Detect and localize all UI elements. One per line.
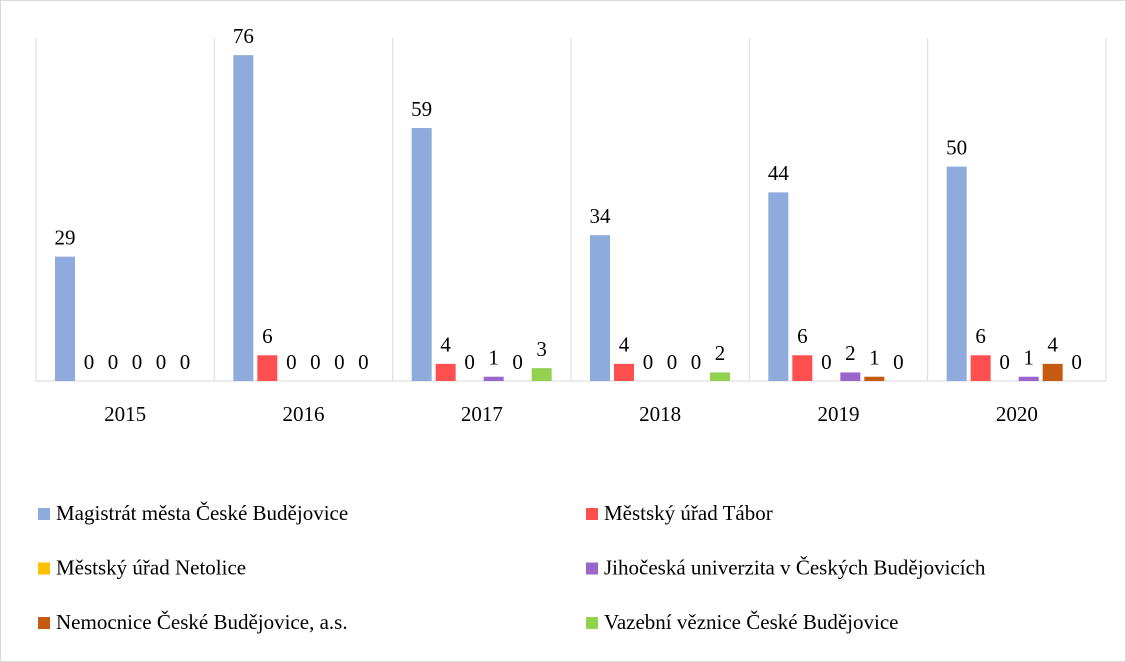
data-label: 3 [536, 337, 547, 361]
bar [614, 363, 634, 381]
data-label: 0 [286, 350, 297, 374]
x-tick-label: 2015 [104, 402, 146, 426]
data-label: 34 [590, 204, 612, 228]
bar [864, 376, 885, 381]
data-label: 1 [869, 346, 880, 370]
legend-label: Městský úřad Tábor [604, 501, 773, 525]
data-label: 1 [1023, 346, 1034, 370]
bar [946, 166, 967, 381]
data-label: 0 [132, 350, 143, 374]
legend-swatch [586, 562, 598, 575]
legend-swatch [586, 508, 598, 520]
data-label: 0 [84, 350, 95, 374]
data-label: 0 [180, 350, 191, 374]
data-label: 0 [464, 350, 475, 374]
data-label: 0 [821, 350, 832, 374]
data-label: 0 [643, 350, 654, 374]
legend-label: Vazební věznice České Budějovice [604, 610, 898, 634]
x-tick-label: 2017 [461, 402, 503, 426]
bar [970, 355, 991, 381]
bar [483, 376, 504, 381]
x-tick-label: 2016 [283, 402, 325, 426]
data-label: 4 [1047, 333, 1058, 357]
data-label: 0 [108, 350, 119, 374]
legend-label: Magistrát města České Budějovice [56, 501, 348, 525]
data-label: 4 [440, 333, 451, 357]
data-label: 50 [946, 135, 967, 159]
data-label: 0 [1071, 350, 1082, 374]
bar [590, 235, 610, 381]
data-label: 6 [975, 324, 986, 348]
data-label: 29 [55, 225, 76, 249]
x-tick-label: 2019 [818, 402, 860, 426]
bar [840, 372, 861, 381]
x-tick-label: 2018 [639, 402, 681, 426]
bar [1018, 376, 1039, 381]
data-label: 0 [334, 350, 345, 374]
data-label: 0 [512, 350, 523, 374]
data-label: 44 [768, 161, 790, 185]
bar [768, 192, 789, 381]
data-label: 0 [691, 350, 702, 374]
bar [710, 372, 730, 381]
data-label: 6 [797, 324, 808, 348]
data-label: 6 [262, 324, 273, 348]
bar [792, 355, 813, 381]
bar [531, 368, 552, 381]
data-label: 0 [310, 350, 321, 374]
data-label: 0 [358, 350, 369, 374]
x-tick-label: 2020 [996, 402, 1038, 426]
bar [233, 55, 254, 382]
data-label: 0 [667, 350, 678, 374]
legend-label: Nemocnice České Budějovice, a.s. [56, 610, 348, 634]
bar [411, 128, 432, 381]
bar [55, 256, 75, 381]
data-label: 59 [411, 97, 432, 121]
data-label: 2 [845, 341, 856, 365]
data-label: 1 [488, 346, 499, 370]
legend-swatch [586, 617, 598, 629]
legend-swatch [38, 562, 50, 575]
data-label: 76 [233, 24, 254, 48]
data-label: 0 [999, 350, 1010, 374]
legend-label: Městský úřad Netolice [56, 555, 246, 579]
legend-swatch [38, 508, 50, 520]
data-label: 2 [715, 341, 726, 365]
data-label: 0 [156, 350, 167, 374]
legend-swatch [38, 617, 50, 629]
bar [435, 363, 456, 381]
data-label: 4 [619, 333, 630, 357]
data-label: 0 [893, 350, 904, 374]
bar [257, 355, 278, 381]
legend-label: Jihočeská univerzita v Českých Budějovic… [604, 555, 986, 579]
bar [1042, 363, 1063, 381]
